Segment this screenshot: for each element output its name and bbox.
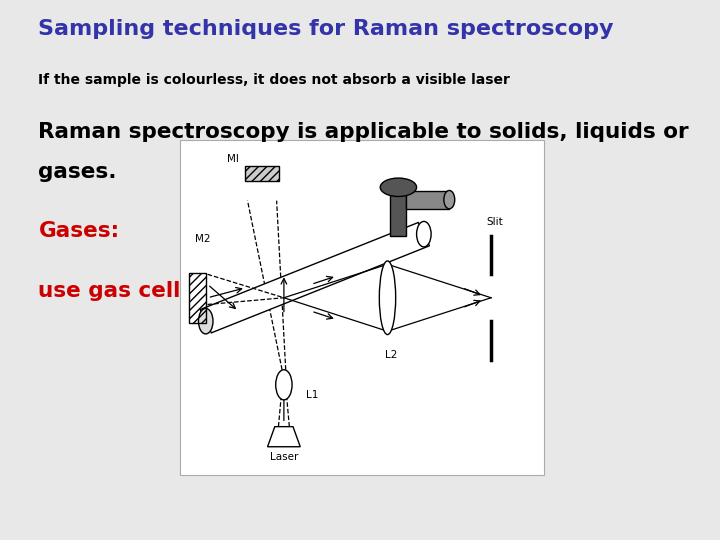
Text: Raman spectroscopy is applicable to solids, liquids or: Raman spectroscopy is applicable to soli…	[38, 122, 689, 141]
Polygon shape	[200, 222, 429, 333]
Bar	[390, 189, 406, 236]
Ellipse shape	[417, 221, 431, 247]
Text: L2: L2	[385, 350, 397, 360]
Text: L1: L1	[306, 390, 318, 400]
Text: If the sample is colourless, it does not absorb a visible laser: If the sample is colourless, it does not…	[38, 73, 510, 87]
Text: Sampling techniques for Raman spectroscopy: Sampling techniques for Raman spectrosco…	[38, 19, 614, 39]
Text: MI: MI	[227, 154, 239, 164]
FancyBboxPatch shape	[180, 140, 544, 475]
Text: Slit: Slit	[487, 218, 503, 227]
Bar	[405, 191, 449, 209]
Text: Gases:: Gases:	[38, 221, 120, 241]
Ellipse shape	[380, 178, 417, 197]
Ellipse shape	[276, 370, 292, 400]
Text: M2: M2	[195, 234, 210, 244]
Ellipse shape	[199, 308, 213, 334]
Bar	[245, 166, 279, 181]
Bar	[189, 273, 206, 323]
Text: gases.: gases.	[38, 162, 117, 182]
Text: Laser: Laser	[270, 452, 298, 462]
Text: use gas cell: use gas cell	[38, 281, 181, 301]
Ellipse shape	[444, 191, 455, 209]
Ellipse shape	[379, 261, 396, 335]
